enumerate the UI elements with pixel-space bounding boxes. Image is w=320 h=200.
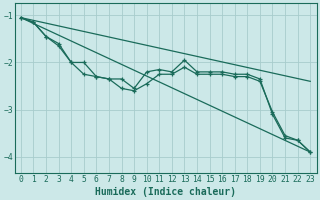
X-axis label: Humidex (Indice chaleur): Humidex (Indice chaleur) (95, 186, 236, 197)
